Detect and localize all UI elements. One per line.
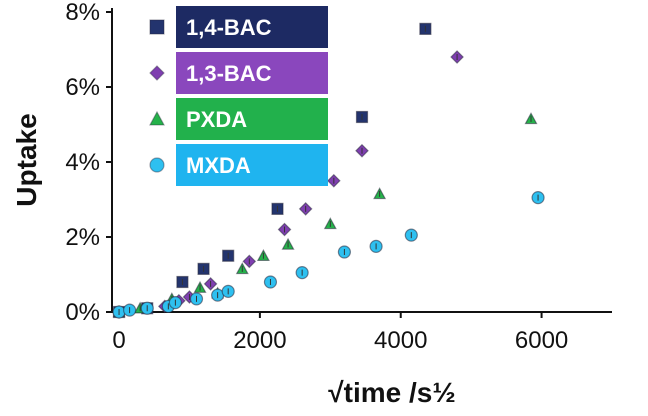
y-axis-title: Uptake — [11, 113, 42, 206]
legend-label-box — [176, 144, 328, 186]
y-tick-label: 6% — [65, 74, 100, 101]
legend-entry: 1,4-BAC — [149, 6, 328, 48]
y-tick-label: 2% — [65, 224, 100, 251]
x-tick-label: 0 — [112, 327, 125, 354]
legend-entry: MXDA — [149, 144, 328, 186]
axes-layer: 0% 2% 4% 6% 8% 0 2000 4000 6000 — [65, 0, 612, 354]
legend-label: 1,4-BAC — [186, 15, 272, 40]
legend-marker — [148, 110, 166, 126]
legend-label: PXDA — [186, 107, 247, 132]
x-tick-label: 4000 — [374, 327, 427, 354]
x-axis-title: √time /s½ — [328, 377, 455, 408]
legend-label-box — [176, 98, 328, 140]
legend-entry: 1,3-BAC — [149, 52, 328, 94]
series-mxda — [112, 191, 545, 319]
legend-marker — [149, 19, 165, 35]
legend-label: 1,3-BAC — [186, 61, 272, 86]
legend-label-box — [176, 6, 328, 48]
y-tick-label: 0% — [65, 299, 100, 326]
legend-layer: 1,4-BAC 1,3-BAC PXDA MXDA — [148, 6, 328, 186]
marks-layer — [112, 22, 545, 319]
x-tick-label: 2000 — [233, 327, 286, 354]
y-tick-label: 4% — [65, 149, 100, 176]
legend-label: MXDA — [186, 153, 251, 178]
legend-entry: PXDA — [148, 98, 328, 140]
legend-marker — [149, 157, 165, 173]
x-tick-label: 6000 — [515, 327, 568, 354]
legend-marker — [149, 65, 165, 81]
legend-label-box — [176, 52, 328, 94]
y-tick-label: 8% — [65, 0, 100, 26]
